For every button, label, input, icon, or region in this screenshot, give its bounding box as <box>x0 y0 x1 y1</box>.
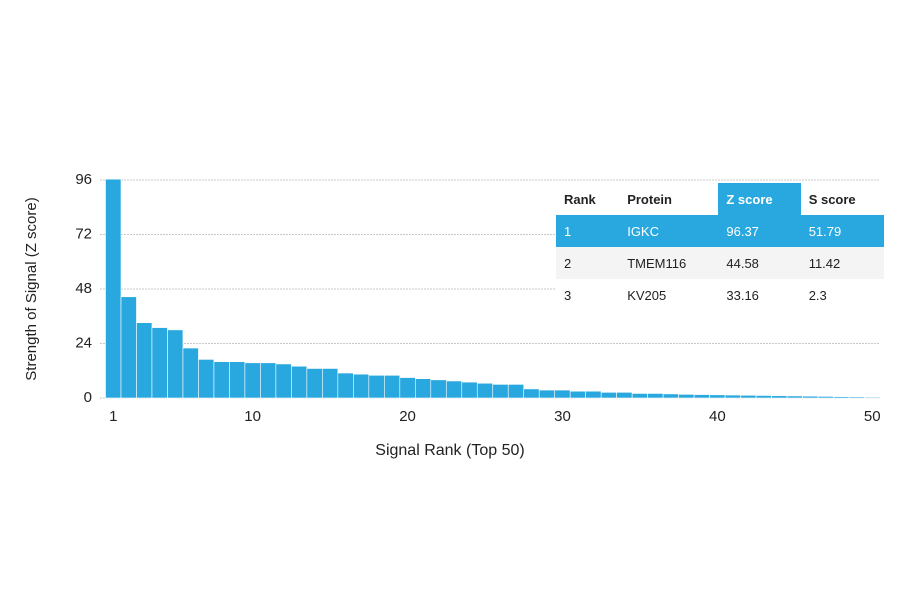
bar <box>198 359 215 399</box>
y-tick-label: 48 <box>75 280 92 297</box>
score-table: Rank Protein Z score S score 1 IGKC 96.37 51.79… <box>556 183 884 311</box>
bar <box>275 363 292 399</box>
bar <box>368 374 385 399</box>
bar <box>771 395 788 399</box>
bar <box>353 373 370 399</box>
bar <box>291 365 308 399</box>
x-tick-label: 10 <box>244 408 261 425</box>
bar <box>755 395 772 399</box>
bar <box>569 390 586 399</box>
table-cell: 2 <box>556 247 620 279</box>
bar <box>538 389 556 399</box>
bar <box>864 396 881 399</box>
x-tick-label: 30 <box>554 408 571 425</box>
bar <box>693 394 710 399</box>
table-row: 1 IGKC 96.37 51.79 <box>556 215 884 247</box>
bar <box>833 396 850 399</box>
bar <box>647 393 664 399</box>
bar <box>260 362 277 399</box>
table-cell: 44.58 <box>718 247 801 279</box>
table-cell: 1 <box>556 215 620 247</box>
table-cell: 51.79 <box>800 215 884 247</box>
bar <box>616 392 633 399</box>
bar <box>322 368 339 399</box>
x-tick-label: 1 <box>109 408 117 425</box>
table-cell: KV205 <box>627 287 667 303</box>
column-header: Protein <box>627 191 672 207</box>
y-tick-label: 24 <box>75 334 92 351</box>
bar <box>817 396 834 399</box>
bar <box>384 374 401 399</box>
table-cell: 11.42 <box>800 247 884 279</box>
table-row: 3 KV205 33.16 2.3 <box>556 279 884 311</box>
bar <box>445 380 463 399</box>
table-cell: 2.3 <box>808 287 827 303</box>
bar <box>430 379 447 399</box>
table-cell: TMEM116 <box>619 247 719 279</box>
bar <box>786 395 803 399</box>
column-header: S score <box>808 191 856 207</box>
table-cell: 96.37 <box>718 215 801 247</box>
bar <box>709 394 726 399</box>
bar <box>631 393 648 399</box>
table-cell: 33.16 <box>726 287 759 303</box>
table-row: 2 TMEM116 44.58 11.42 <box>556 247 884 279</box>
y-tick-label: 0 <box>84 389 92 406</box>
bar <box>105 178 122 399</box>
bar <box>802 395 819 399</box>
bar <box>678 394 695 399</box>
bar <box>476 382 494 399</box>
bar <box>399 377 416 399</box>
bar <box>507 384 525 399</box>
y-axis-label: Strength of Signal (Z score) <box>23 197 40 380</box>
bar <box>740 394 757 399</box>
bar <box>662 393 679 399</box>
table-cell: 3 <box>564 287 572 303</box>
bar <box>523 388 540 399</box>
header-row: Rank Protein Z score S score <box>556 183 884 215</box>
bar <box>848 396 865 399</box>
column-header: Rank <box>564 191 596 207</box>
bar <box>229 361 246 399</box>
bar <box>306 368 323 399</box>
bar <box>182 347 199 399</box>
bar <box>461 381 478 399</box>
x-tick-label: 50 <box>864 408 881 425</box>
bar <box>151 327 168 399</box>
x-tick-label: 40 <box>709 408 726 425</box>
y-tick-label: 96 <box>75 171 92 188</box>
table-cell: IGKC <box>619 215 719 247</box>
bar <box>167 329 184 399</box>
x-axis-label: Signal Rank (Top 50) <box>375 442 524 459</box>
bar <box>120 296 137 399</box>
x-tick-label: 20 <box>399 408 416 425</box>
bar <box>337 372 354 399</box>
bar <box>136 322 153 399</box>
bar <box>554 389 571 399</box>
bar <box>244 362 261 399</box>
bar <box>724 394 741 399</box>
bar <box>600 392 617 399</box>
bar <box>585 390 602 399</box>
bar <box>414 378 432 399</box>
column-header: Z score <box>718 183 801 215</box>
y-tick-label: 72 <box>75 225 92 242</box>
bar <box>492 384 509 399</box>
bar <box>213 361 230 399</box>
